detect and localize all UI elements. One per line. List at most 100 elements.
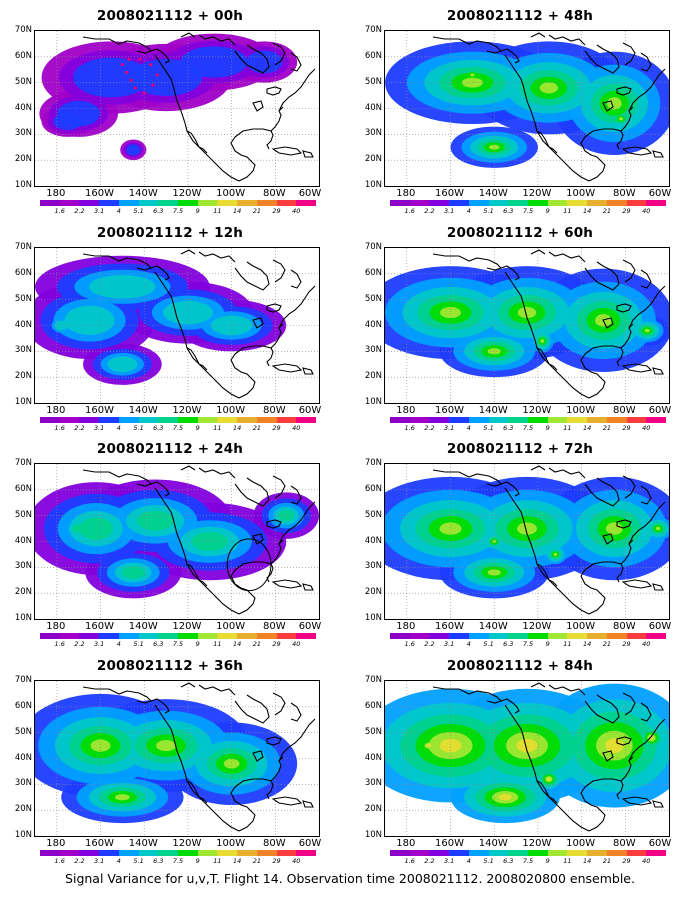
lat-tick-label: 20N bbox=[14, 804, 32, 815]
variance-contour bbox=[53, 112, 83, 130]
track-point bbox=[120, 62, 124, 67]
track-point bbox=[133, 86, 138, 90]
colorbar-swatch bbox=[237, 200, 257, 206]
colorbar-swatch bbox=[409, 850, 430, 856]
colorbar-swatch bbox=[409, 200, 430, 206]
lat-tick-label: 30N bbox=[364, 778, 382, 789]
coastline bbox=[536, 780, 558, 804]
lon-tick-label: 100W bbox=[566, 838, 596, 849]
panel-title: 2008021112 + 36h bbox=[96, 658, 244, 674]
lat-tick-label: 20N bbox=[14, 587, 32, 598]
coastline bbox=[270, 68, 316, 132]
colorbar-level-label: 6.3 bbox=[153, 207, 164, 215]
colorbar-level-label: 14 bbox=[583, 857, 592, 865]
colorbar-swatch bbox=[237, 417, 257, 423]
lon-tick-label: 140W bbox=[478, 188, 508, 199]
variance-contour bbox=[655, 526, 661, 531]
colorbar-level-label: 3.1 bbox=[443, 857, 455, 865]
coastline bbox=[186, 130, 208, 154]
coastline bbox=[271, 579, 303, 589]
variance-contour bbox=[607, 97, 622, 110]
colorbar-swatch bbox=[547, 417, 568, 423]
lat-tick-label: 70N bbox=[14, 458, 32, 468]
coastline bbox=[252, 533, 264, 545]
map-area bbox=[34, 30, 320, 187]
colorbar-swatch bbox=[528, 417, 548, 423]
colorbar-swatch bbox=[79, 200, 100, 206]
variance-contour bbox=[79, 517, 113, 540]
colorbar-level-label: 14 bbox=[233, 857, 242, 865]
coastlines bbox=[432, 249, 666, 399]
colorbar-swatch bbox=[606, 850, 627, 856]
colorbar-swatch bbox=[646, 200, 667, 206]
colorbar-level-label: 21 bbox=[602, 207, 611, 215]
colorbar-level-label: 7.5 bbox=[522, 640, 534, 648]
colorbar-swatch bbox=[118, 850, 139, 856]
coastline bbox=[584, 44, 620, 74]
colorbar-level-label: 9 bbox=[195, 424, 200, 432]
track-point bbox=[149, 62, 153, 67]
coastline bbox=[302, 800, 314, 808]
colorbar-level-label: 1.6 bbox=[404, 207, 415, 215]
coastline bbox=[278, 323, 284, 329]
variance-field bbox=[35, 255, 287, 385]
colorbar-level-label: 3.1 bbox=[93, 857, 105, 865]
variance-contour bbox=[121, 566, 145, 579]
lat-tick-label: 70N bbox=[14, 242, 32, 252]
colorbar-level-label: 4 bbox=[466, 857, 471, 865]
coastline bbox=[302, 367, 314, 375]
colorbar-level-label: 9 bbox=[545, 424, 550, 432]
longitude-labels: 180 160W 140W 120W 100W 80W 60W bbox=[34, 405, 321, 417]
lat-tick-label: 50N bbox=[364, 726, 382, 737]
coastline bbox=[150, 481, 170, 497]
lon-tick-label: 80W bbox=[612, 621, 636, 632]
colorbar-level-label: 4 bbox=[116, 857, 121, 865]
colorbar-level-label: 9 bbox=[545, 640, 550, 648]
lat-tick-label: 30N bbox=[14, 128, 32, 139]
coastline bbox=[180, 249, 196, 255]
map-panel-p12: 2008021112 + 12h 70N 60N 50N 40N 30N 20N 10N 180… bbox=[0, 217, 340, 432]
colorbar-swatch bbox=[449, 850, 469, 856]
lon-tick-label: 180 bbox=[46, 621, 66, 632]
colorbar-swatch bbox=[138, 633, 159, 639]
lon-tick-label: 160W bbox=[435, 188, 465, 199]
colorbar-swatch bbox=[296, 633, 317, 639]
lat-tick-label: 20N bbox=[14, 154, 32, 165]
colorbar-level-label: 29 bbox=[622, 424, 631, 432]
colorbar-labels: 1.6 2.2 3.1 4 5.1 6.3 7.5 9 11 14 21 29 40 bbox=[40, 207, 316, 216]
coastline bbox=[432, 686, 503, 704]
coastline bbox=[584, 694, 620, 724]
lon-tick-label: 60W bbox=[648, 838, 672, 849]
coastline bbox=[230, 345, 274, 399]
lon-tick-label: 140W bbox=[128, 621, 158, 632]
colorbar-swatch bbox=[390, 417, 410, 423]
colorbar-swatch bbox=[468, 417, 489, 423]
coastline bbox=[500, 48, 520, 64]
coastline bbox=[620, 285, 666, 349]
variance-contour bbox=[228, 761, 235, 766]
graticule bbox=[35, 464, 319, 619]
coastline bbox=[620, 501, 666, 565]
variance-contour bbox=[92, 743, 100, 748]
lon-tick-label: 120W bbox=[172, 621, 202, 632]
lon-tick-label: 140W bbox=[128, 838, 158, 849]
lat-tick-label: 10N bbox=[364, 830, 382, 840]
coastline bbox=[504, 487, 590, 615]
coastline bbox=[548, 251, 586, 263]
coastline bbox=[180, 32, 196, 38]
coastline bbox=[628, 106, 634, 112]
coastline bbox=[530, 249, 546, 255]
lat-tick-label: 10N bbox=[364, 613, 382, 623]
colorbar-level-label: 5.1 bbox=[133, 207, 144, 215]
variance-contour bbox=[439, 522, 462, 535]
panel-title: 2008021112 + 12h bbox=[96, 225, 244, 241]
colorbar-swatch bbox=[158, 633, 179, 639]
lon-tick-label: 60W bbox=[298, 621, 322, 632]
map-area bbox=[34, 247, 320, 404]
colorbar-level-label: 14 bbox=[233, 424, 242, 432]
lon-tick-label: 120W bbox=[172, 838, 202, 849]
colorbar-level-label: 3.1 bbox=[443, 640, 455, 648]
lon-tick-label: 80W bbox=[612, 405, 636, 416]
map-area bbox=[384, 463, 670, 620]
longitude-labels: 180 160W 140W 120W 100W 80W 60W bbox=[384, 188, 671, 200]
